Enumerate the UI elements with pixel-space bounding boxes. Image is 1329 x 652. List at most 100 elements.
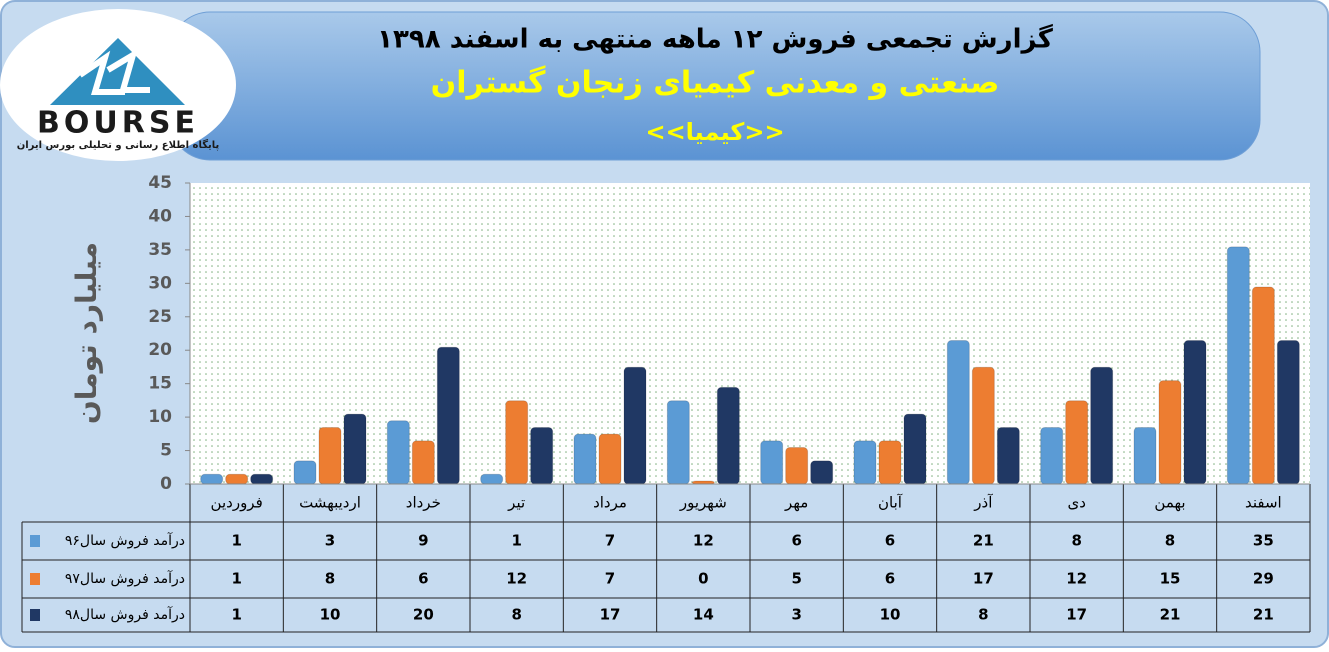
logo-mark xyxy=(78,50,125,95)
legend-label: درآمد فروش سال۹۷ xyxy=(65,570,185,587)
bar xyxy=(853,440,877,485)
table-value: 17 xyxy=(600,606,621,624)
x-tick-label: دی xyxy=(1067,494,1085,512)
logo-mark xyxy=(106,48,150,93)
bar xyxy=(1251,286,1275,485)
table-value: 8 xyxy=(325,570,335,588)
table-value: 0 xyxy=(698,570,708,588)
x-tick-label: خرداد xyxy=(406,494,441,512)
bar xyxy=(946,340,970,485)
table-value: 21 xyxy=(1160,606,1181,624)
bar xyxy=(1040,426,1064,485)
bar xyxy=(623,366,647,485)
table-value: 12 xyxy=(1066,570,1087,588)
table-value: 17 xyxy=(973,570,994,588)
y-tick-label: 40 xyxy=(148,206,172,226)
legend-label: درآمد فروش سال۹۶ xyxy=(65,532,185,549)
table-value: 7 xyxy=(605,570,615,588)
table-value: 1 xyxy=(231,606,241,624)
y-tick-label: 25 xyxy=(148,307,172,327)
table-value: 21 xyxy=(973,532,994,550)
bar xyxy=(971,366,995,485)
chart-title: گزارش تجمعی فروش ۱۲ ماهه منتهی به اسفند … xyxy=(377,24,1054,55)
table-value: 8 xyxy=(1071,532,1081,550)
table-value: 12 xyxy=(506,570,527,588)
table-value: 10 xyxy=(880,606,901,624)
table-value: 21 xyxy=(1253,606,1274,624)
y-tick-label: 5 xyxy=(160,441,172,461)
table-value: 6 xyxy=(418,570,428,588)
table-value: 14 xyxy=(693,606,714,624)
bar xyxy=(785,447,809,485)
legend-swatch xyxy=(30,573,40,585)
table-value: 6 xyxy=(791,532,801,550)
bar xyxy=(200,473,224,485)
x-tick-label: تیر xyxy=(507,494,525,512)
table-value: 15 xyxy=(1160,570,1181,588)
x-tick-label: فروردین xyxy=(211,494,263,512)
x-tick-label: شهریور xyxy=(679,494,727,512)
bar xyxy=(530,426,554,485)
bar xyxy=(436,346,460,485)
logo-tagline: پایگاه اطلاع رسانی و تحلیلی بورس ایران xyxy=(17,138,220,151)
y-tick-label: 0 xyxy=(160,474,172,494)
y-tick-label: 30 xyxy=(148,273,172,293)
bar xyxy=(810,460,834,485)
bar xyxy=(878,440,902,485)
bar xyxy=(666,400,690,485)
x-tick-label: اردیبهشت xyxy=(299,494,361,512)
bar xyxy=(1183,340,1207,485)
bar xyxy=(1226,246,1250,485)
table-value: 9 xyxy=(418,532,428,550)
x-tick-label: بهمن xyxy=(1154,494,1185,512)
table-value: 10 xyxy=(320,606,341,624)
bar xyxy=(411,440,435,485)
table-value: 8 xyxy=(1165,532,1175,550)
chart-subtitle: <<کیمیا>> xyxy=(645,118,784,146)
bar xyxy=(386,420,410,485)
legend-swatch xyxy=(30,609,40,621)
bar xyxy=(1133,426,1157,485)
bar xyxy=(760,440,784,485)
table-value: 20 xyxy=(413,606,434,624)
y-axis-label: میلیارد تومان xyxy=(70,242,103,424)
bar xyxy=(480,473,504,485)
table-value: 8 xyxy=(978,606,988,624)
table-value: 17 xyxy=(1066,606,1087,624)
legend-label: درآمد فروش سال۹۸ xyxy=(65,606,185,623)
table-value: 5 xyxy=(791,570,801,588)
bar xyxy=(505,400,529,485)
logo-text: BOURSE xyxy=(37,106,199,141)
bar xyxy=(1090,366,1114,485)
chart-subtitle: صنعتی و معدنی کیمیای زنجان گستران xyxy=(431,65,1000,101)
table-value: 29 xyxy=(1253,570,1274,588)
x-tick-label: آذر xyxy=(973,494,993,512)
x-tick-label: مهر xyxy=(784,494,808,512)
bar xyxy=(318,426,342,485)
x-tick-label: اسفند xyxy=(1245,494,1282,512)
plot-area xyxy=(190,183,1310,484)
table-value: 35 xyxy=(1253,532,1274,550)
bar xyxy=(1065,400,1089,485)
bar xyxy=(996,426,1020,485)
table-value: 7 xyxy=(605,532,615,550)
y-tick-label: 45 xyxy=(148,173,172,193)
table-value: 6 xyxy=(885,532,895,550)
y-tick-label: 15 xyxy=(148,374,172,394)
bar xyxy=(1158,380,1182,485)
table-value: 8 xyxy=(511,606,521,624)
table-value: 12 xyxy=(693,532,714,550)
table-value: 3 xyxy=(791,606,801,624)
legend-swatch xyxy=(30,535,40,547)
y-tick-label: 10 xyxy=(148,407,172,427)
table-value: 1 xyxy=(231,532,241,550)
y-tick-label: 20 xyxy=(148,340,172,360)
bar xyxy=(573,433,597,485)
table-value: 6 xyxy=(885,570,895,588)
logo-triangle xyxy=(50,38,185,105)
bar xyxy=(716,386,740,485)
bar xyxy=(343,413,367,485)
table-value: 3 xyxy=(325,532,335,550)
bar xyxy=(250,473,274,485)
